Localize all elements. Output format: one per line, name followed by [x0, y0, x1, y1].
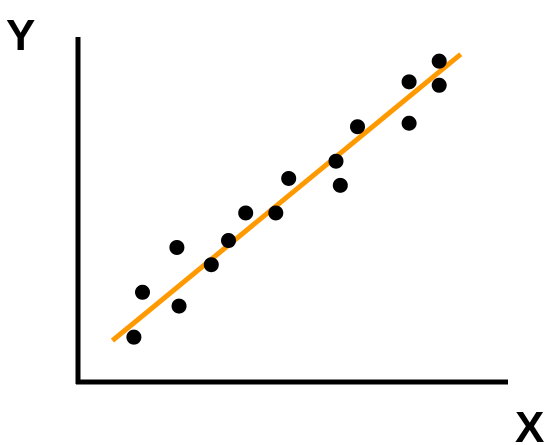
data-point-10 — [328, 153, 344, 169]
data-point-8 — [268, 205, 284, 221]
data-point-14 — [401, 74, 417, 90]
data-point-2 — [135, 284, 150, 300]
data-point-7 — [238, 205, 254, 221]
data-points-layer — [126, 53, 447, 345]
y-axis-label: Y — [6, 11, 35, 60]
data-point-15 — [431, 77, 447, 93]
data-point-16 — [431, 53, 447, 69]
data-point-5 — [203, 257, 219, 273]
data-point-13 — [401, 115, 417, 131]
data-point-6 — [221, 233, 236, 249]
data-point-12 — [350, 119, 365, 135]
trendline-layer — [110, 52, 463, 343]
data-point-11 — [332, 177, 348, 193]
data-point-3 — [169, 239, 185, 255]
trendline — [110, 52, 463, 343]
data-point-4 — [171, 298, 187, 314]
data-point-1 — [126, 329, 142, 345]
x-axis-label: X — [515, 403, 544, 445]
data-point-9 — [281, 170, 297, 186]
